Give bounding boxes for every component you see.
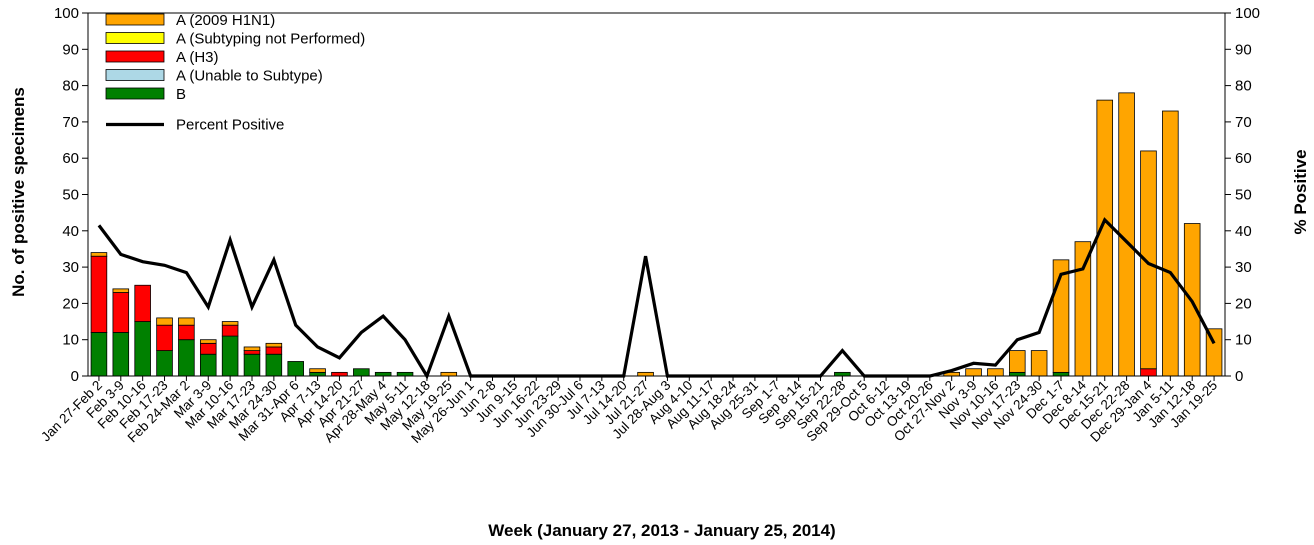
y-tick-label: 40 bbox=[62, 223, 79, 240]
bar-segment bbox=[1096, 99, 1114, 377]
bar-segment bbox=[90, 252, 108, 257]
bar-segment bbox=[134, 321, 151, 377]
y2-tick-label: 30 bbox=[1235, 259, 1252, 276]
y-tick-label: 30 bbox=[62, 259, 79, 276]
bar-segment bbox=[199, 339, 217, 344]
bar-segment bbox=[178, 339, 195, 377]
y-tick-label: 20 bbox=[62, 295, 79, 312]
bar-segment bbox=[287, 361, 304, 377]
legend-swatch bbox=[105, 13, 165, 26]
bar-segment bbox=[265, 353, 283, 377]
percent-positive-line bbox=[97, 217, 1216, 380]
y-tick-label: 10 bbox=[62, 332, 79, 349]
y2-tick-label: 100 bbox=[1235, 5, 1260, 22]
y2-tick-label: 40 bbox=[1235, 223, 1252, 240]
legend-swatch bbox=[105, 69, 165, 81]
bar-segment bbox=[199, 342, 217, 355]
y-tick-label: 0 bbox=[71, 368, 79, 385]
bar-segment bbox=[374, 371, 392, 377]
legend-label: Percent Positive bbox=[176, 117, 284, 134]
bar-segment bbox=[112, 332, 130, 377]
legend-label: A (2009 H1N1) bbox=[176, 12, 275, 29]
y2-tick-label: 60 bbox=[1235, 150, 1252, 167]
legend-label: A (H3) bbox=[176, 49, 219, 66]
bar-segment bbox=[834, 371, 851, 377]
legend-swatch bbox=[105, 32, 165, 44]
bar-segment bbox=[1162, 110, 1179, 377]
bar-segment bbox=[1030, 350, 1048, 377]
x-axis-title: Week (January 27, 2013 - January 25, 201… bbox=[488, 521, 835, 540]
bar-segment bbox=[265, 342, 283, 348]
y-tick-label: 60 bbox=[62, 150, 79, 167]
bar-segment bbox=[1140, 368, 1157, 377]
bar-segment bbox=[243, 350, 261, 355]
bar-segment bbox=[178, 317, 195, 326]
bar-segment bbox=[1074, 241, 1092, 377]
y-tick-label: 90 bbox=[62, 41, 79, 58]
bar-segment bbox=[178, 324, 195, 341]
bar-segment bbox=[112, 292, 130, 333]
y-tick-label: 50 bbox=[62, 187, 79, 204]
bar-segment bbox=[221, 321, 239, 326]
bar-segment bbox=[440, 371, 458, 377]
bars-group bbox=[90, 92, 1223, 377]
bar-segment bbox=[1140, 150, 1157, 370]
legend-swatch bbox=[105, 50, 165, 63]
legend-label: B bbox=[176, 86, 186, 103]
y2-tick-label: 80 bbox=[1235, 78, 1252, 95]
bar-segment bbox=[221, 335, 239, 377]
bar-segment bbox=[134, 284, 151, 322]
bar-segment bbox=[199, 353, 217, 377]
y2-tick-label: 0 bbox=[1235, 368, 1243, 385]
y2-tick-label: 20 bbox=[1235, 295, 1252, 312]
bar-segment bbox=[265, 346, 283, 355]
bar-segment bbox=[243, 346, 261, 351]
y2-tick-label: 10 bbox=[1235, 332, 1252, 349]
bar-segment bbox=[90, 255, 108, 333]
bar-segment bbox=[243, 353, 261, 377]
y2-tick-label: 90 bbox=[1235, 41, 1252, 58]
bar-segment bbox=[1052, 371, 1070, 377]
bar-segment bbox=[309, 368, 326, 373]
bar-segment bbox=[156, 350, 173, 377]
y2-tick-label: 70 bbox=[1235, 114, 1252, 131]
y-tick-label: 80 bbox=[62, 78, 79, 95]
bar-segment bbox=[1009, 350, 1026, 373]
y-tick-label: 70 bbox=[62, 114, 79, 131]
bar-segment bbox=[396, 371, 414, 377]
bar-segment bbox=[965, 368, 982, 377]
bar-segment bbox=[309, 371, 326, 377]
bar-segment bbox=[637, 371, 654, 377]
bar-segment bbox=[112, 288, 130, 293]
y2-tick-label: 50 bbox=[1235, 187, 1252, 204]
y-tick-label: 100 bbox=[54, 5, 79, 22]
bar-segment bbox=[221, 324, 239, 337]
percent-line-group bbox=[97, 217, 1216, 380]
bar-segment bbox=[353, 368, 370, 377]
bar-segment bbox=[156, 317, 173, 326]
legend: A (2009 H1N1) A (Subtyping not Performed)… bbox=[105, 12, 365, 134]
bar-segment bbox=[331, 371, 348, 377]
y2-axis-title: % Positive bbox=[1291, 149, 1310, 234]
bar-segment bbox=[987, 368, 1004, 377]
bar-segment bbox=[1009, 371, 1026, 377]
y-axis-title: No. of positive specimens bbox=[9, 87, 28, 297]
legend-label: A (Unable to Subtype) bbox=[176, 68, 323, 85]
bar-segment bbox=[90, 332, 108, 377]
legend-swatch bbox=[105, 87, 165, 100]
legend-label: A (Subtyping not Performed) bbox=[176, 31, 365, 48]
bar-segment bbox=[156, 324, 173, 351]
